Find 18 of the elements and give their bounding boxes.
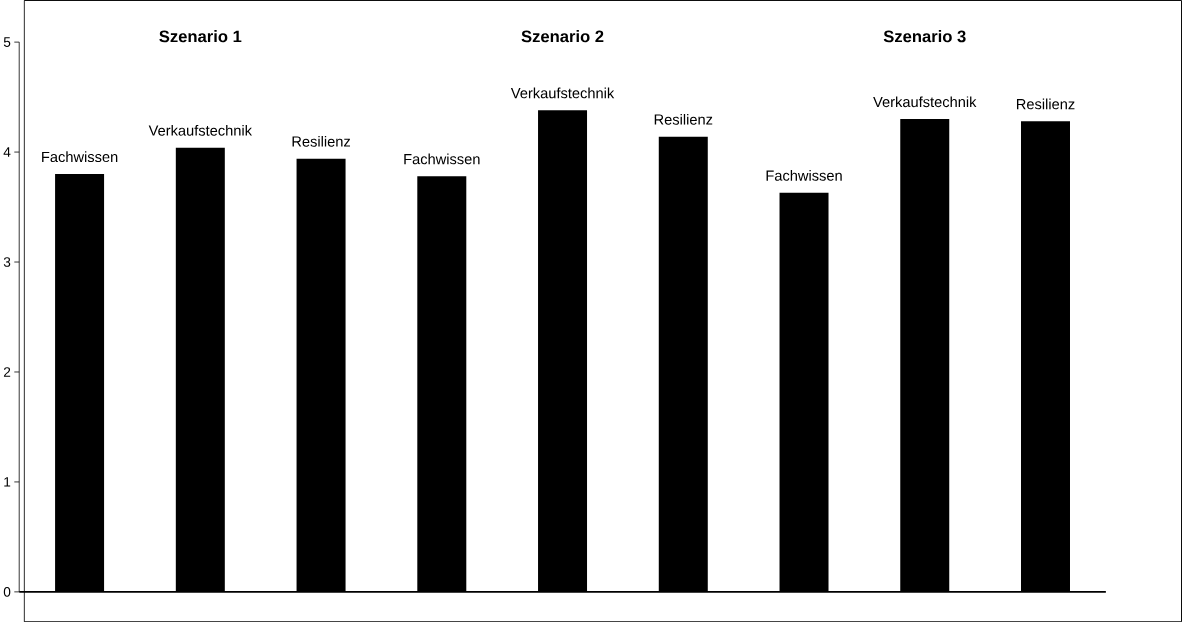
x-tick-label: Resilienz bbox=[654, 113, 713, 125]
y-tick-label: 0 bbox=[3, 586, 11, 597]
x-tick-label: Fachwissen bbox=[766, 169, 842, 181]
y-tick-label: 1 bbox=[4, 477, 11, 487]
annotation: Szenario 1 bbox=[159, 29, 242, 43]
y-tick-label: 3 bbox=[3, 257, 11, 267]
x-tick-label: Resilienz bbox=[1016, 98, 1075, 110]
x-tick-label: Verkaufstechnik bbox=[873, 96, 977, 107]
x-tick-label: Verkaufstechnik bbox=[148, 124, 253, 136]
y-tick-label: 2 bbox=[3, 367, 11, 377]
x-tick-label: Fachwissen bbox=[42, 151, 118, 162]
x-tick-label: Verkaufstechnik bbox=[510, 87, 615, 99]
x-tick-label: Resilienz bbox=[292, 135, 351, 147]
y-tick-label: 5 bbox=[3, 37, 11, 47]
annotation: Szenario 2 bbox=[521, 29, 604, 43]
x-tick-label: Fachwissen bbox=[404, 153, 480, 165]
y-tick-label: 4 bbox=[3, 147, 11, 157]
annotation: Szenario 3 bbox=[883, 29, 966, 43]
